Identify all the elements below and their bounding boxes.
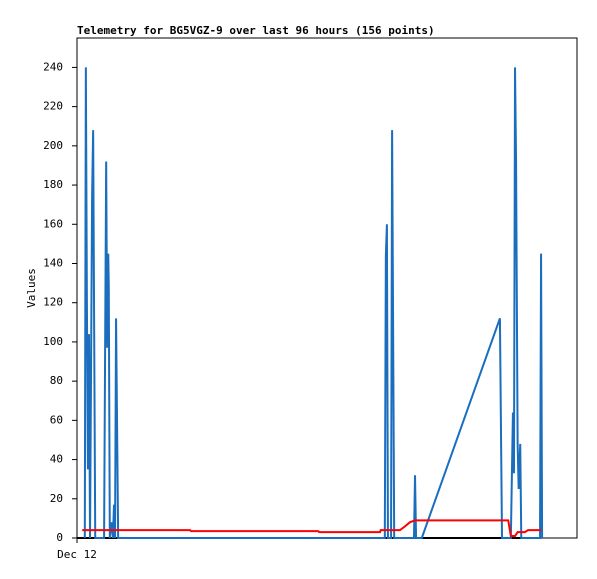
series-line [82,519,542,538]
y-tick-label: 100 [43,335,63,348]
y-axis-label: Values [25,268,38,308]
y-tick-label: 0 [56,531,63,544]
series-line [83,67,544,539]
x-tick-label: Dec 12 [57,548,97,561]
y-tick-label: 40 [50,453,63,466]
y-tick-label: 240 [43,60,63,73]
y-tick-label: 220 [43,100,63,113]
y-tick-label: 180 [43,178,63,191]
y-tick-label: 60 [50,413,63,426]
y-tick-label: 140 [43,256,63,269]
y-tick-label: 80 [50,374,63,387]
y-tick-label: 20 [50,492,63,505]
chart-title: Telemetry for BG5VGZ-9 over last 96 hour… [77,24,435,37]
y-tick-label: 160 [43,217,63,230]
y-tick-label: 120 [43,296,63,309]
y-tick-label: 200 [43,139,63,152]
